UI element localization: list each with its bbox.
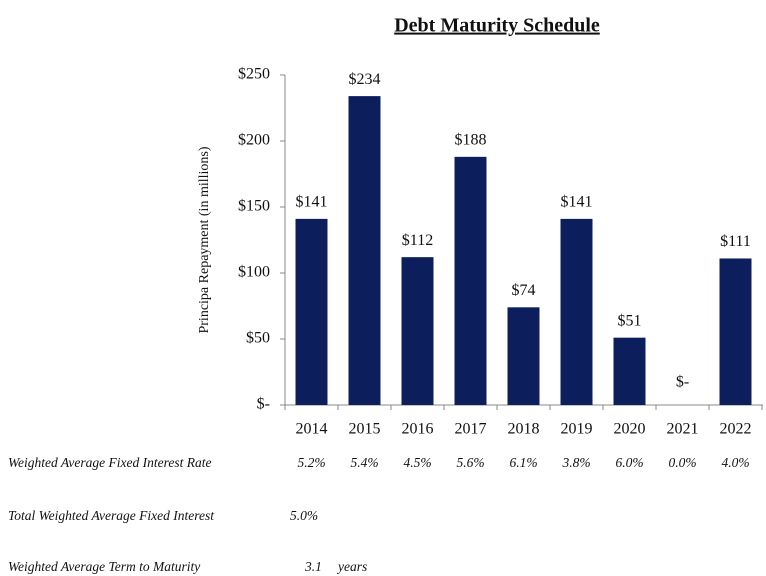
row-value: 4.5% — [403, 455, 431, 470]
bar — [719, 258, 752, 405]
y-tick-label: $150 — [238, 198, 270, 215]
chart-title: Debt Maturity Schedule — [394, 15, 600, 37]
y-tick-label: $200 — [238, 132, 270, 149]
x-tick-label: 2022 — [720, 421, 752, 438]
bar — [295, 218, 328, 405]
value-label: $188 — [455, 132, 487, 149]
value-label: $141 — [296, 194, 328, 211]
x-tick-label: 2019 — [561, 421, 593, 438]
y-tick-label: $250 — [238, 66, 270, 83]
x-tick-label: 2021 — [667, 421, 699, 438]
row-value: 3.8% — [561, 455, 590, 470]
row-value: 4.0% — [721, 455, 749, 470]
row-value: 0.0% — [668, 455, 696, 470]
row-value: 5.4% — [350, 455, 378, 470]
x-tick-label: 2014 — [296, 421, 328, 438]
value-label: $74 — [512, 282, 536, 299]
x-tick-label: 2018 — [508, 421, 540, 438]
value-label: $51 — [618, 312, 642, 329]
x-tick-label: 2016 — [402, 421, 434, 438]
x-tick-label: 2015 — [349, 421, 381, 438]
x-tick-label: 2020 — [614, 421, 646, 438]
row-value: 6.0% — [615, 455, 643, 470]
bar — [560, 218, 593, 405]
value-label: $234 — [349, 71, 381, 88]
bar — [507, 307, 540, 405]
value-label: $112 — [402, 232, 433, 249]
bar — [348, 96, 381, 406]
value-label: $111 — [720, 233, 751, 250]
y-tick-label: $100 — [238, 264, 270, 281]
y-axis-label: Principa Repayment (in millions) — [197, 146, 212, 333]
row-label: Weighted Average Term to Maturity — [8, 559, 200, 574]
bar — [454, 156, 487, 405]
row-unit: years — [336, 559, 367, 574]
row-value: 6.1% — [509, 455, 537, 470]
x-tick-label: 2017 — [455, 421, 487, 438]
row-value: 5.2% — [297, 455, 325, 470]
y-tick-label: $50 — [246, 330, 270, 347]
bar — [401, 257, 434, 405]
row-label: Total Weighted Average Fixed Interest — [8, 508, 215, 523]
bar — [613, 337, 646, 405]
row-value: 3.1 — [304, 559, 322, 574]
value-label: $- — [676, 374, 689, 391]
value-label: $141 — [561, 194, 593, 211]
row-label: Weighted Average Fixed Interest Rate — [8, 455, 211, 470]
row-value: 5.6% — [456, 455, 484, 470]
y-tick-label: $- — [257, 396, 270, 413]
row-value: 5.0% — [290, 508, 318, 523]
